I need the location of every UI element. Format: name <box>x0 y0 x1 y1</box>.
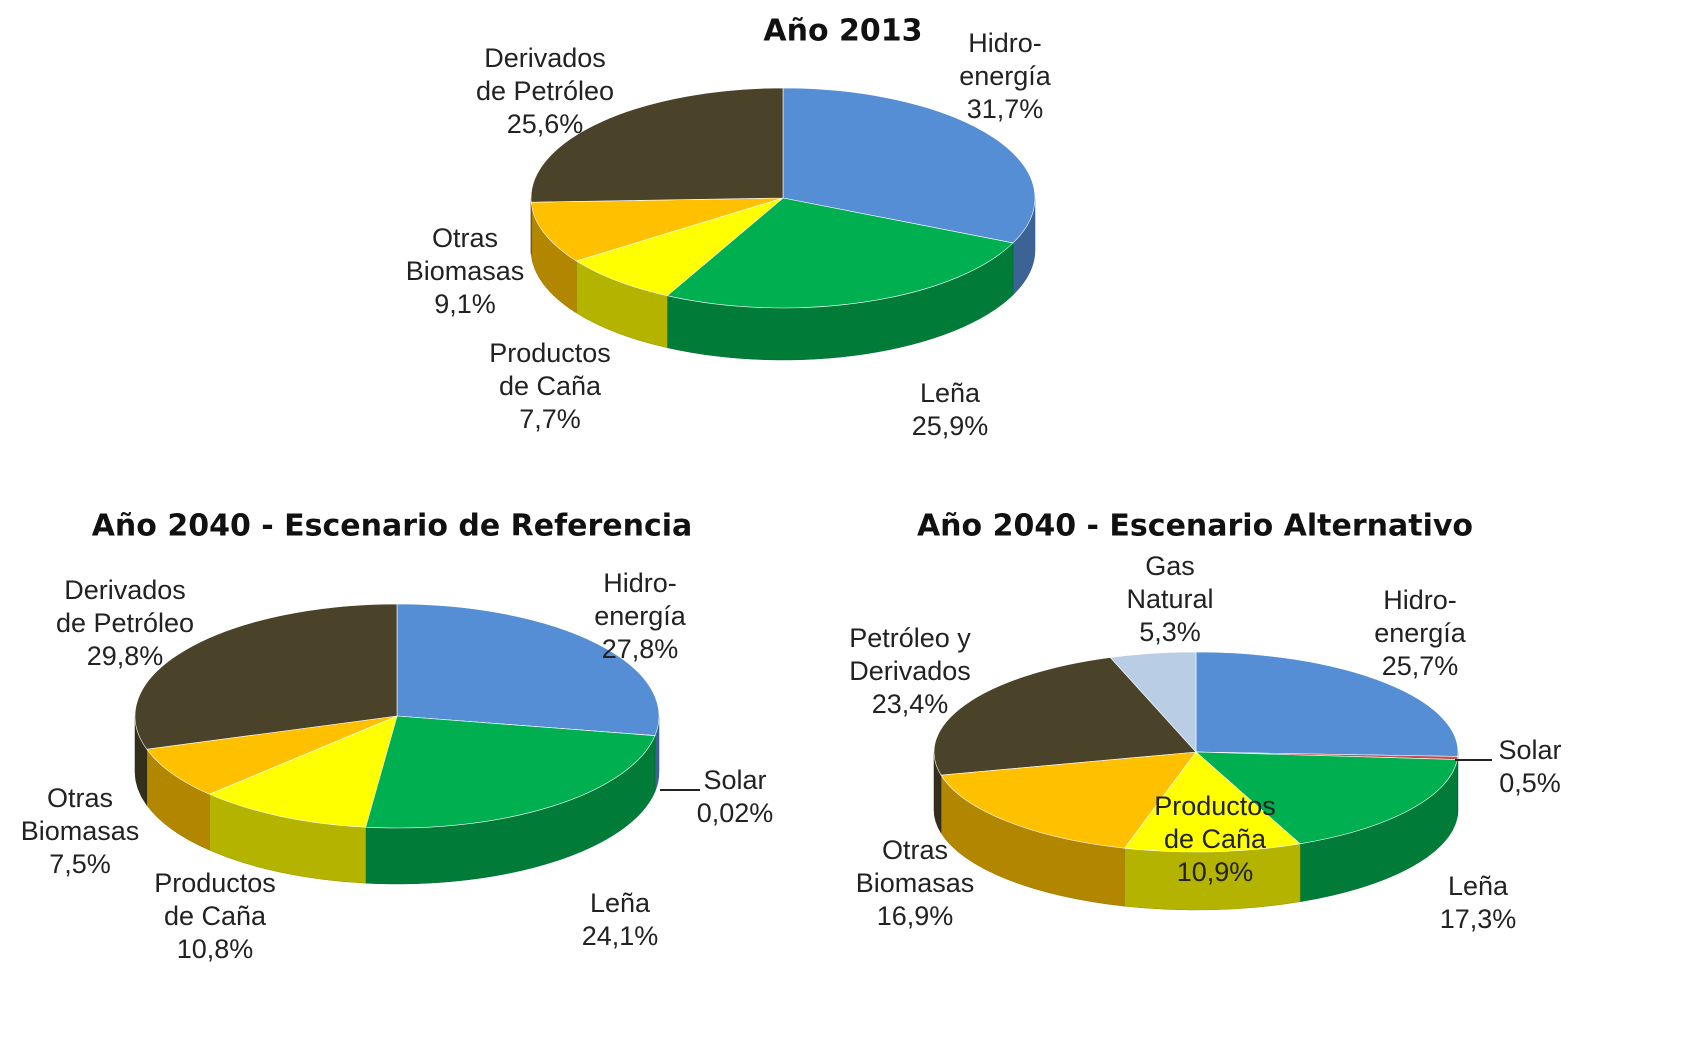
slice <box>365 715 656 829</box>
value-label: 25,6% <box>507 109 584 139</box>
slice-label: Biomasas <box>856 868 975 898</box>
slice-label: Hidro- <box>968 28 1042 58</box>
value-label: 24,1% <box>582 921 659 951</box>
slice-label: Derivados <box>64 575 186 605</box>
slice-label: Hidro- <box>1383 585 1457 615</box>
slice <box>933 657 1197 776</box>
chart-title: Año 2040 - Escenario de Referencia <box>92 509 693 544</box>
slice-label: Solar <box>703 765 766 795</box>
slice <box>1109 651 1197 753</box>
value-label: 17,3% <box>1440 904 1517 934</box>
slice-label: Otras <box>882 835 948 865</box>
slice <box>666 197 1014 309</box>
slice <box>782 87 1036 244</box>
slice-label: Gas <box>1145 551 1195 581</box>
slice-label: de Petróleo <box>476 76 614 106</box>
slice-label: Leña <box>1448 871 1509 901</box>
chart-title: Año 2040 - Escenario Alternativo <box>917 509 1473 544</box>
slice-label: Natural <box>1126 584 1213 614</box>
value-label: 7,7% <box>519 404 581 434</box>
value-label: 25,7% <box>1382 651 1459 681</box>
slice-label: Otras <box>47 783 113 813</box>
chart-title: Año 2013 <box>763 14 922 49</box>
value-label: 10,8% <box>177 934 254 964</box>
value-label: 25,9% <box>912 411 989 441</box>
slice-label: de Caña <box>499 371 602 401</box>
slice-label: Leña <box>590 888 651 918</box>
slice-label: Leña <box>920 378 981 408</box>
value-label: 23,4% <box>872 689 949 719</box>
slice-label: Derivados <box>484 43 606 73</box>
slice <box>1123 751 1301 853</box>
value-label: 9,1% <box>434 289 496 319</box>
value-label: 5,3% <box>1139 617 1201 647</box>
value-label: 27,8% <box>602 634 679 664</box>
slice <box>208 715 398 828</box>
slice-label: energía <box>594 601 687 631</box>
value-label: 29,8% <box>87 641 164 671</box>
slice-label: Hidro- <box>603 568 677 598</box>
value-label: 10,9% <box>1177 857 1254 887</box>
slice-label: Productos <box>489 338 611 368</box>
slice-label: Biomasas <box>406 256 525 286</box>
slice <box>940 751 1197 849</box>
slice-label: Biomasas <box>21 816 140 846</box>
slice <box>134 603 398 750</box>
slice-label: Productos <box>1154 791 1276 821</box>
slice-label: Otras <box>432 223 498 253</box>
slice <box>396 603 660 736</box>
slice-label: Derivados <box>849 656 971 686</box>
value-label: 0,5% <box>1499 768 1561 798</box>
slice-label: Solar <box>1498 735 1561 765</box>
slice <box>530 87 784 203</box>
slice <box>1195 751 1458 845</box>
value-label: 31,7% <box>967 94 1044 124</box>
value-label: 7,5% <box>49 849 111 879</box>
slice-label: Productos <box>154 868 276 898</box>
value-label: 16,9% <box>877 901 954 931</box>
slice-label: Petróleo y <box>849 623 971 653</box>
slice <box>575 197 784 297</box>
slice <box>1195 651 1459 757</box>
slice-label: de Petróleo <box>56 608 194 638</box>
slice <box>146 715 398 795</box>
value-label: 0,02% <box>697 798 774 828</box>
slice-label: de Caña <box>164 901 267 931</box>
slice-label: de Caña <box>1164 824 1267 854</box>
slice <box>530 197 784 262</box>
slice-label: energía <box>959 61 1052 91</box>
slice-label: energía <box>1374 618 1467 648</box>
